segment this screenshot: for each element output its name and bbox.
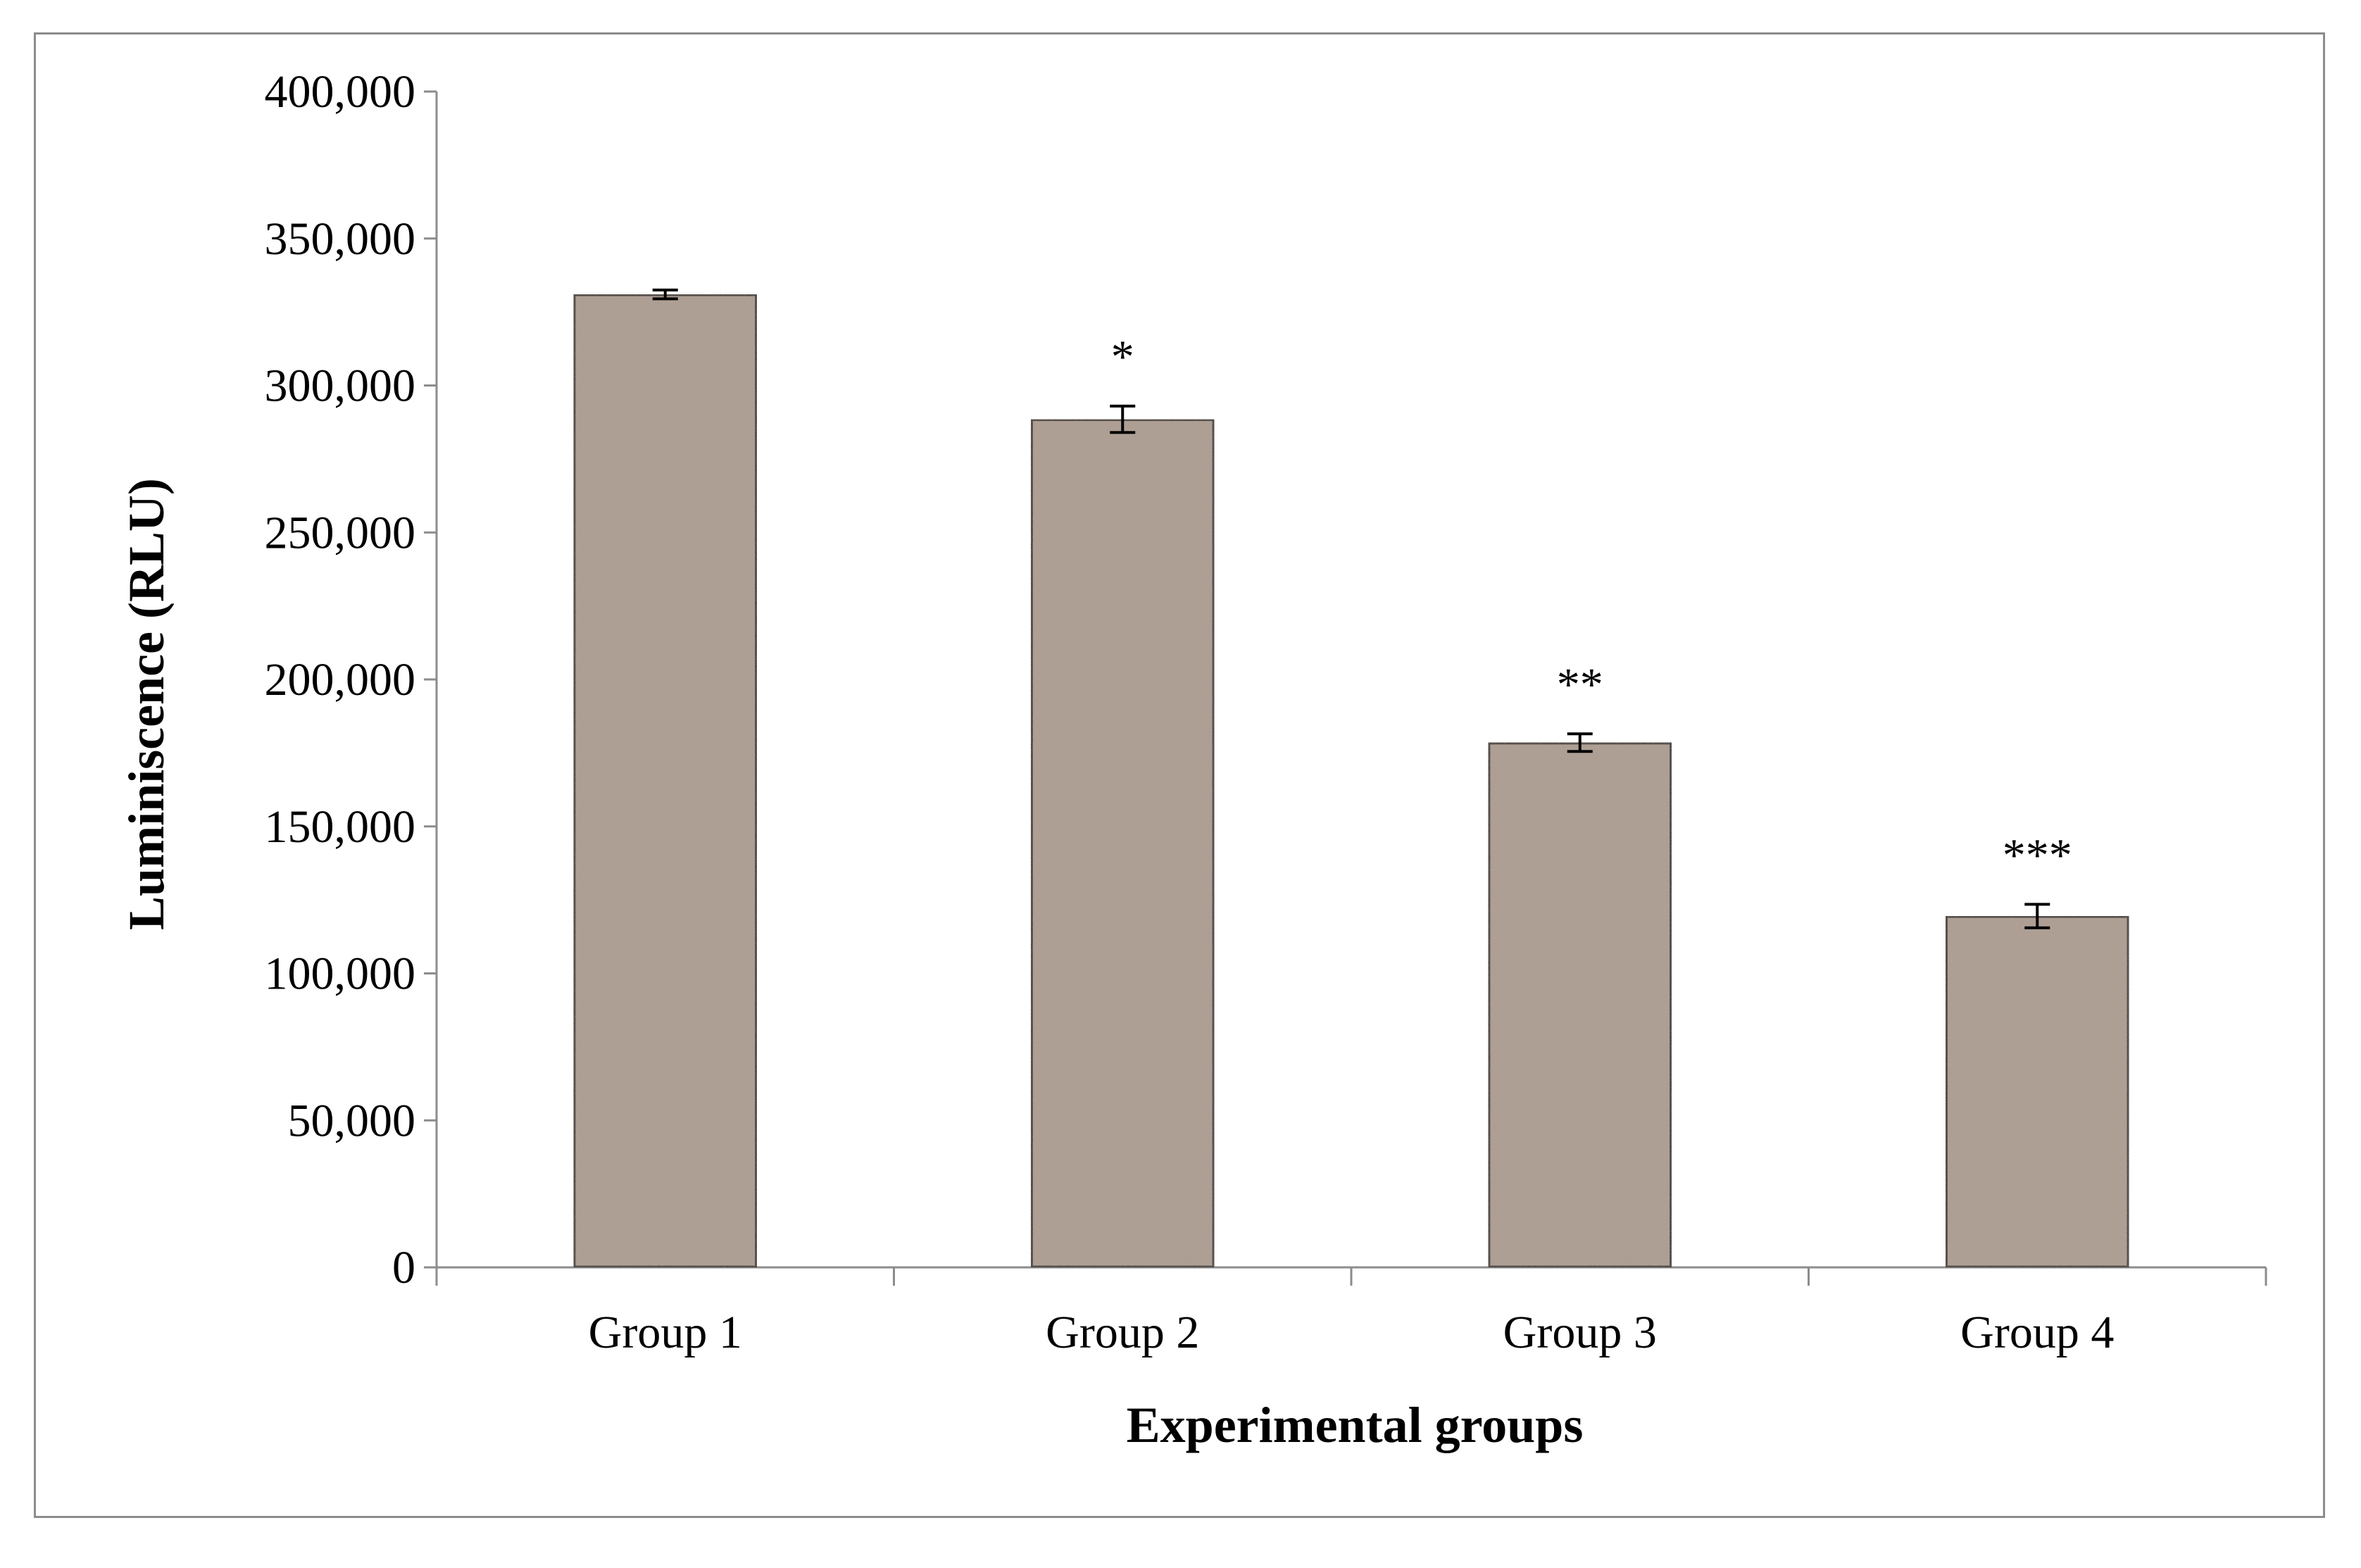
y-tick-label: 300,000 <box>265 360 416 412</box>
y-tick-label: 150,000 <box>265 801 416 853</box>
y-tick-label: 50,000 <box>288 1095 416 1146</box>
y-tick-label: 100,000 <box>265 948 416 1000</box>
x-tick-label: Group 1 <box>589 1307 742 1358</box>
x-tick-label: Group 2 <box>1046 1307 1199 1358</box>
x-tick-label: Group 3 <box>1503 1307 1657 1358</box>
y-axis-title: Luminiscence (RLU) <box>118 478 175 930</box>
y-tick-label: 350,000 <box>265 213 416 265</box>
x-axis-title: Experimental groups <box>1127 1397 1584 1453</box>
significance-label: ** <box>1557 659 1603 710</box>
bar <box>1486 741 1674 1269</box>
y-tick-label: 250,000 <box>265 507 416 558</box>
y-tick-label: 0 <box>392 1242 415 1293</box>
significance-label: *** <box>2003 829 2072 881</box>
x-axis: Group 1 Group 2 Group 3 Group 4 <box>435 1266 2267 1358</box>
y-axis: 0 50,000 100,000 150,000 200,000 250,000 300,0… <box>265 66 438 1293</box>
bar <box>572 292 759 1269</box>
significance-label: * <box>1111 332 1134 383</box>
y-tick-label: 200,000 <box>265 654 416 705</box>
bars: ****** <box>572 288 2131 1269</box>
y-tick-label: 400,000 <box>265 66 416 118</box>
x-tick-label: Group 4 <box>1960 1307 2114 1358</box>
bar <box>1029 418 1216 1269</box>
bar <box>1943 914 2131 1269</box>
